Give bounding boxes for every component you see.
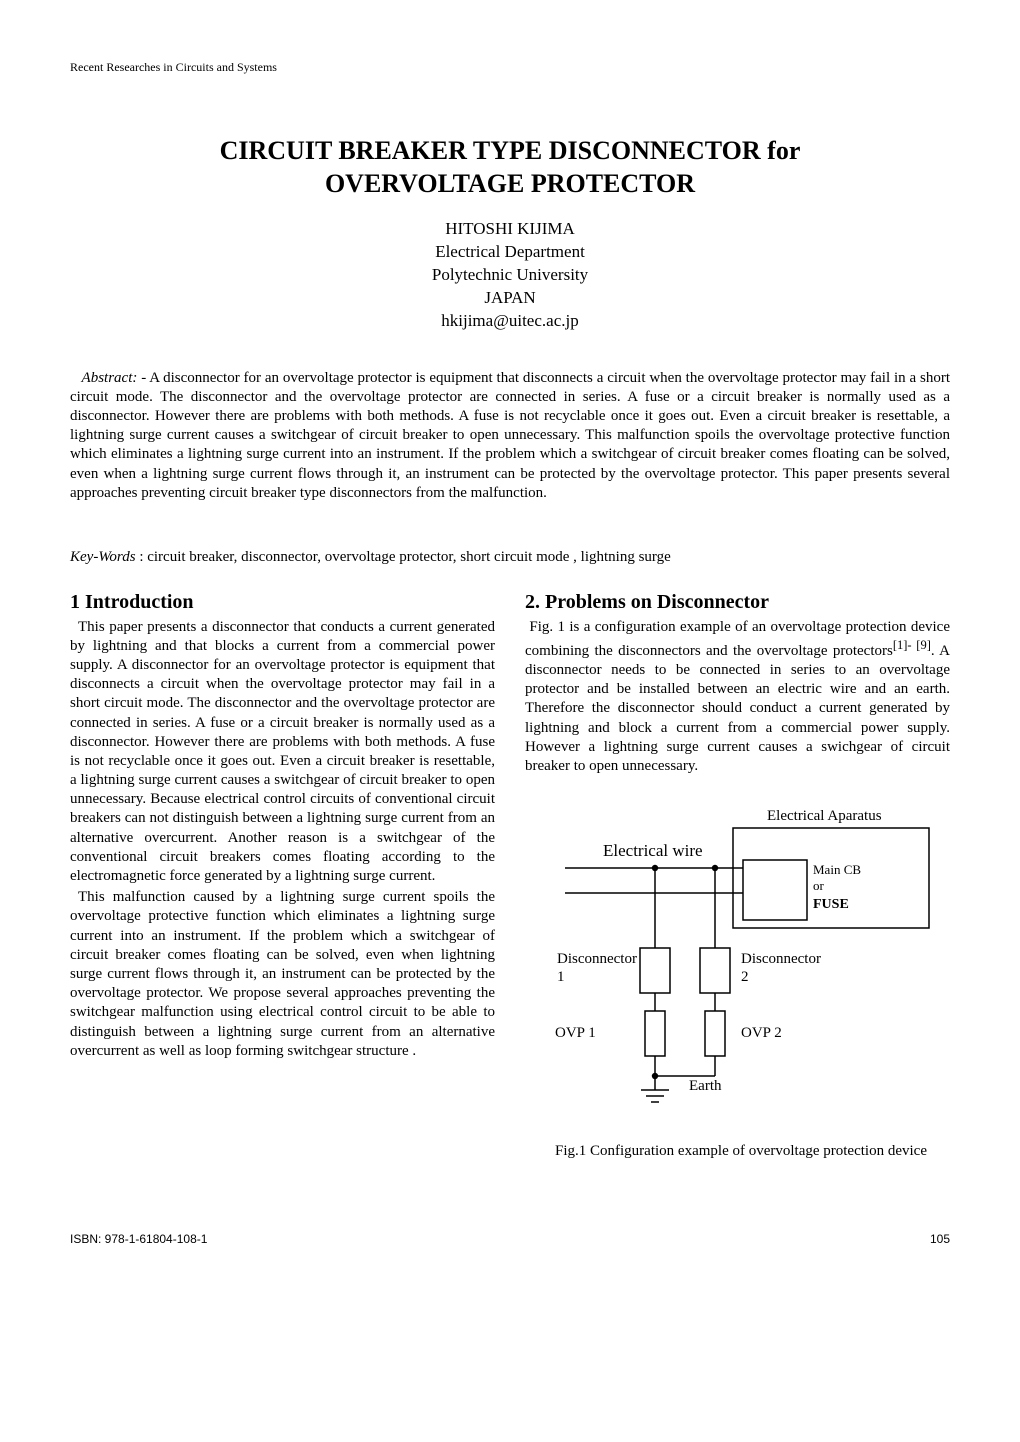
paper-title: CIRCUIT BREAKER TYPE DISCONNECTOR for OV… xyxy=(70,135,950,200)
section-2-para-1: Fig. 1 is a configuration example of an … xyxy=(525,618,950,777)
title-line-2: OVERVOLTAGE PROTECTOR xyxy=(325,169,695,198)
author-dept: Electrical Department xyxy=(435,242,585,261)
section-2-p1-b: . A disconnector needs to be connected i… xyxy=(525,643,950,774)
author-country: JAPAN xyxy=(484,288,535,307)
citation-sup: [1]- [9] xyxy=(893,638,931,652)
figure-1-diagram: Electrical Aparatus Electrical wire Main C… xyxy=(525,798,945,1128)
right-column: 2. Problems on Disconnector Fig. 1 is a … xyxy=(525,590,950,1162)
section-1-heading: 1 Introduction xyxy=(70,590,495,616)
svg-text:OVP 2: OVP 2 xyxy=(741,1025,782,1041)
figure-1: Electrical Aparatus Electrical wire Main C… xyxy=(525,798,950,1162)
keywords-label: Key-Words xyxy=(70,549,136,565)
keywords: Key-Words : circuit breaker, disconnecto… xyxy=(70,549,950,566)
section-1-para-1: This paper presents a disconnector that … xyxy=(70,618,495,887)
svg-text:Main CB: Main CB xyxy=(813,862,861,877)
section-2-heading: 2. Problems on Disconnector xyxy=(525,590,950,616)
abstract-label: Abstract: xyxy=(82,370,138,386)
author-email: hkijima@uitec.ac.jp xyxy=(441,311,578,330)
title-line-1: CIRCUIT BREAKER TYPE DISCONNECTOR for xyxy=(220,136,801,165)
author-name: HITOSHI KIJIMA xyxy=(445,219,575,238)
svg-text:Disconnector: Disconnector xyxy=(557,951,637,967)
section-2-p1-a: Fig. 1 is a configuration example of an … xyxy=(525,619,950,659)
footer-isbn: ISBN: 978-1-61804-108-1 xyxy=(70,1232,207,1246)
left-column: 1 Introduction This paper presents a dis… xyxy=(70,590,495,1162)
svg-text:or: or xyxy=(813,878,825,893)
section-1-para-2: This malfunction caused by a lightning s… xyxy=(70,888,495,1061)
author-univ: Polytechnic University xyxy=(432,265,588,284)
svg-text:Disconnector: Disconnector xyxy=(741,951,821,967)
footer-page-number: 105 xyxy=(930,1232,950,1246)
svg-text:2: 2 xyxy=(741,969,749,985)
svg-text:OVP 1: OVP 1 xyxy=(555,1025,596,1041)
running-header: Recent Researches in Circuits and System… xyxy=(70,60,950,75)
svg-text:Electrical wire: Electrical wire xyxy=(603,841,703,860)
figure-1-caption: Fig.1 Configuration example of overvolta… xyxy=(571,1142,950,1162)
keywords-text: : circuit breaker, disconnector, overvol… xyxy=(136,549,671,565)
svg-text:Electrical Aparatus: Electrical Aparatus xyxy=(767,808,882,824)
abstract: Abstract: - A disconnector for an overvo… xyxy=(70,369,950,503)
abstract-text: - A disconnector for an overvoltage prot… xyxy=(70,370,950,501)
svg-text:1: 1 xyxy=(557,969,565,985)
author-block: HITOSHI KIJIMA Electrical Department Pol… xyxy=(70,218,950,333)
svg-text:FUSE: FUSE xyxy=(813,897,849,912)
page-footer: ISBN: 978-1-61804-108-1 105 xyxy=(70,1232,950,1246)
svg-text:Earth: Earth xyxy=(689,1078,722,1094)
